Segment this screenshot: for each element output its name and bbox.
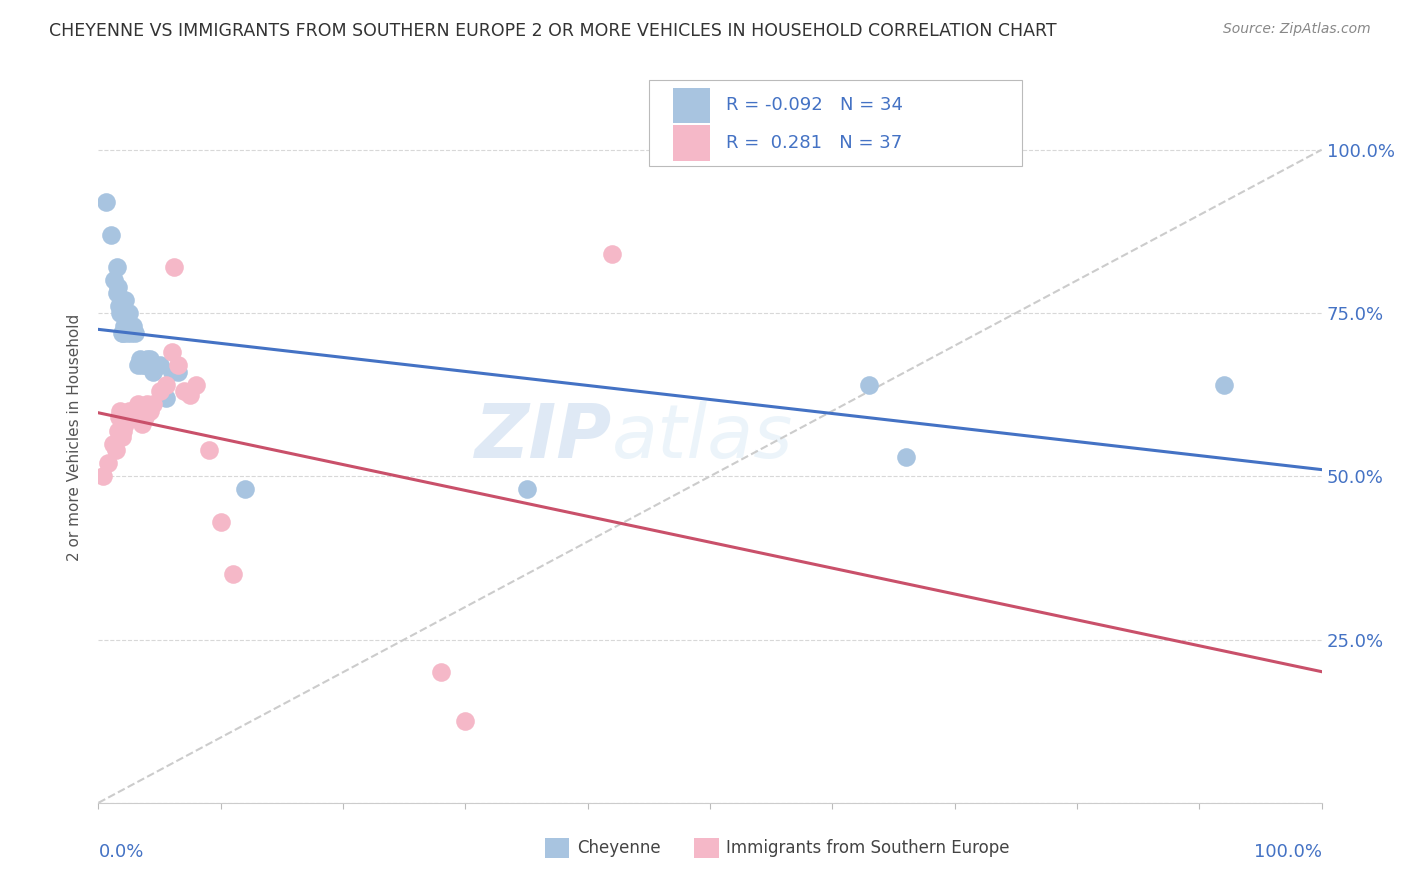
- Point: [127, 358, 149, 372]
- Text: 0.0%: 0.0%: [98, 843, 143, 861]
- Point: [112, 319, 135, 334]
- Point: [430, 665, 453, 680]
- Point: [858, 377, 880, 392]
- Point: [118, 306, 141, 320]
- Point: [139, 351, 162, 366]
- FancyBboxPatch shape: [546, 838, 569, 858]
- Point: [600, 247, 623, 261]
- Text: atlas: atlas: [612, 401, 793, 473]
- FancyBboxPatch shape: [673, 126, 710, 161]
- Point: [100, 227, 122, 242]
- Point: [107, 424, 129, 438]
- Point: [149, 384, 172, 399]
- Point: [515, 483, 537, 497]
- Point: [160, 345, 183, 359]
- Point: [894, 450, 917, 464]
- Point: [124, 326, 146, 340]
- Point: [101, 436, 124, 450]
- Point: [94, 194, 117, 209]
- Point: [134, 358, 156, 372]
- Point: [120, 410, 142, 425]
- Point: [91, 469, 114, 483]
- Point: [121, 319, 143, 334]
- Text: 100.0%: 100.0%: [1254, 843, 1322, 861]
- Point: [115, 326, 138, 340]
- FancyBboxPatch shape: [695, 838, 718, 858]
- Point: [120, 319, 142, 334]
- Point: [105, 286, 128, 301]
- Point: [111, 326, 134, 340]
- Point: [142, 365, 165, 379]
- Point: [209, 515, 232, 529]
- Point: [186, 377, 208, 392]
- Point: [454, 714, 477, 728]
- Text: Source: ZipAtlas.com: Source: ZipAtlas.com: [1223, 22, 1371, 37]
- Point: [115, 410, 138, 425]
- Point: [1212, 377, 1234, 392]
- Point: [222, 567, 245, 582]
- Point: [103, 273, 125, 287]
- Point: [111, 424, 134, 438]
- Point: [118, 404, 141, 418]
- Point: [104, 443, 127, 458]
- Point: [120, 326, 142, 340]
- Point: [108, 300, 131, 314]
- FancyBboxPatch shape: [650, 80, 1022, 167]
- Point: [114, 293, 136, 307]
- Text: CHEYENNE VS IMMIGRANTS FROM SOUTHERN EUROPE 2 OR MORE VEHICLES IN HOUSEHOLD CORR: CHEYENNE VS IMMIGRANTS FROM SOUTHERN EUR…: [49, 22, 1057, 40]
- Text: Immigrants from Southern Europe: Immigrants from Southern Europe: [725, 839, 1010, 857]
- Point: [197, 443, 219, 458]
- Point: [134, 410, 156, 425]
- Point: [108, 410, 131, 425]
- Point: [110, 306, 132, 320]
- Text: ZIP: ZIP: [475, 401, 612, 474]
- Point: [127, 397, 149, 411]
- Text: R =  0.281   N = 37: R = 0.281 N = 37: [725, 134, 903, 152]
- Point: [155, 391, 177, 405]
- Point: [110, 404, 132, 418]
- Point: [149, 358, 172, 372]
- Point: [121, 410, 143, 425]
- Point: [112, 417, 135, 431]
- Point: [179, 387, 201, 401]
- Point: [97, 456, 120, 470]
- Point: [124, 404, 146, 418]
- Point: [167, 365, 190, 379]
- Point: [131, 358, 153, 372]
- Point: [129, 351, 152, 366]
- Point: [105, 260, 128, 275]
- Point: [233, 483, 256, 497]
- Point: [155, 377, 177, 392]
- Point: [129, 410, 152, 425]
- Point: [107, 280, 129, 294]
- Text: Cheyenne: Cheyenne: [576, 839, 661, 857]
- Point: [114, 417, 136, 431]
- Point: [160, 365, 183, 379]
- Point: [167, 358, 190, 372]
- Point: [139, 404, 162, 418]
- Point: [131, 417, 153, 431]
- Point: [111, 326, 134, 340]
- Point: [142, 397, 165, 411]
- Text: R = -0.092   N = 34: R = -0.092 N = 34: [725, 96, 903, 114]
- FancyBboxPatch shape: [673, 87, 710, 123]
- Point: [111, 430, 134, 444]
- Point: [136, 351, 159, 366]
- Point: [163, 260, 186, 275]
- Y-axis label: 2 or more Vehicles in Household: 2 or more Vehicles in Household: [67, 313, 83, 561]
- Point: [136, 397, 159, 411]
- Point: [173, 384, 195, 399]
